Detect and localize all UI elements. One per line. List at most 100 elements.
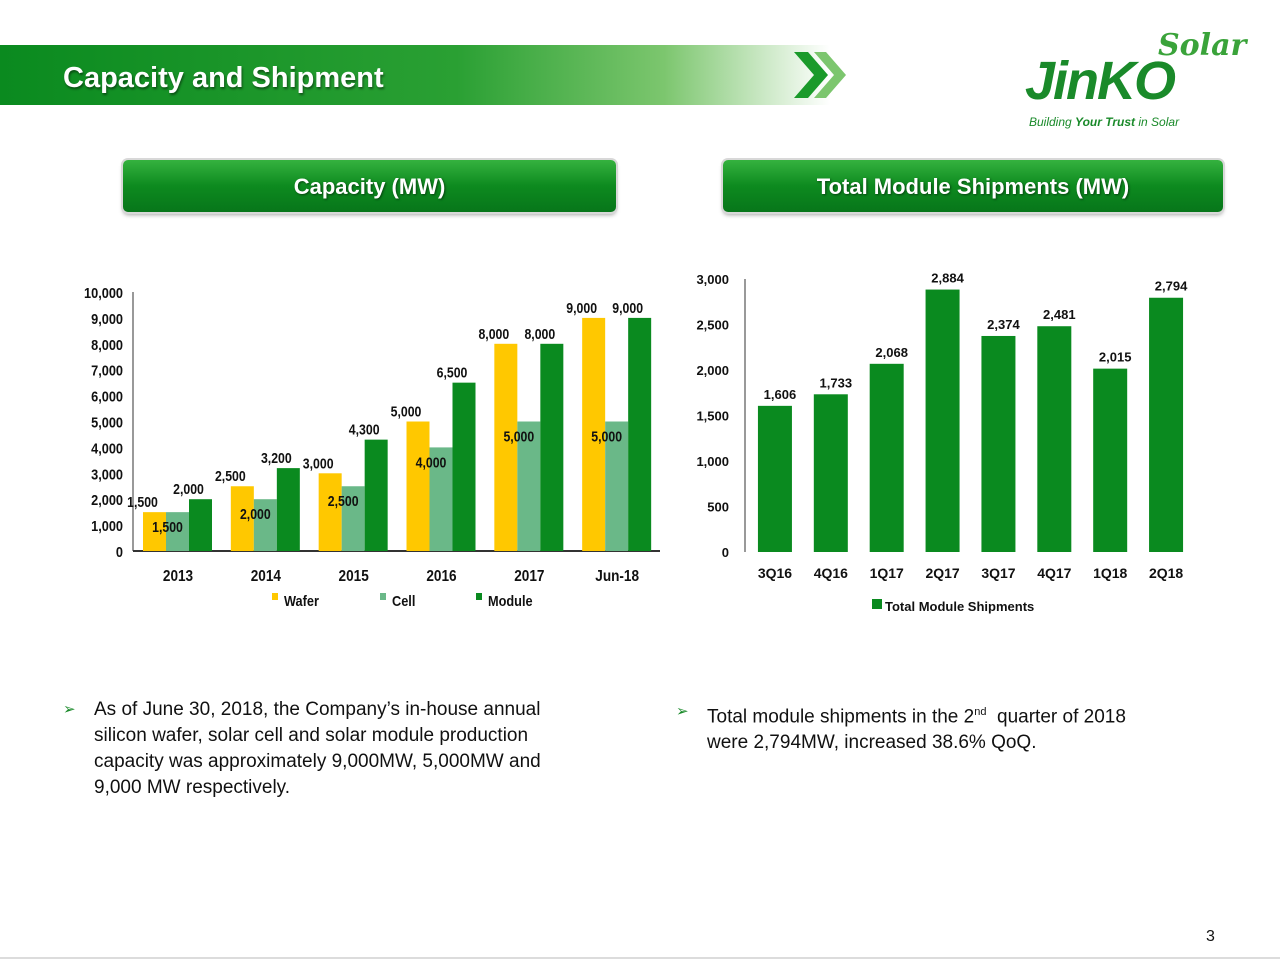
data-label: 1,606 (764, 387, 797, 402)
header-bar (0, 45, 830, 105)
data-label: 2,000 (173, 481, 204, 497)
data-label: 2,481 (1043, 307, 1076, 322)
y-tick-label: 1,000 (696, 454, 729, 469)
bar-cell (429, 447, 453, 551)
bar-cell (517, 421, 541, 551)
y-tick-label: 2,500 (696, 318, 729, 333)
x-tick-label: 2017 (514, 568, 544, 585)
x-tick-label: 1Q17 (870, 565, 904, 581)
data-label: 8,000 (524, 326, 555, 342)
data-label: 4,000 (416, 454, 447, 470)
bar-shipment (981, 335, 1016, 552)
bar-wafer (494, 343, 518, 551)
bar-cell (166, 512, 189, 551)
data-label: 9,000 (612, 300, 643, 316)
y-tick-label: 2,000 (91, 491, 123, 508)
bar-shipment (1093, 368, 1128, 552)
bar-shipment (813, 394, 848, 552)
data-label: 2,500 (328, 493, 359, 509)
data-label: 2,374 (987, 317, 1020, 332)
data-label: 2,068 (875, 345, 908, 360)
y-tick-label: 3,000 (91, 465, 123, 482)
x-tick-label: 3Q17 (981, 565, 1015, 581)
y-tick-label: 10,000 (84, 284, 123, 301)
y-tick-label: 500 (707, 500, 729, 515)
x-tick-label: 2016 (426, 568, 456, 585)
x-tick-label: 4Q16 (814, 565, 848, 581)
data-label: 5,000 (591, 428, 622, 444)
legend-label: Wafer (284, 592, 319, 609)
bottom-divider (0, 957, 1280, 959)
y-tick-label: 3,000 (696, 272, 729, 287)
bar-module (452, 382, 476, 551)
bar-shipment (1149, 297, 1184, 552)
x-tick-label: 2Q17 (925, 565, 959, 581)
data-label: 8,000 (478, 326, 509, 342)
x-tick-label: 2Q18 (1149, 565, 1183, 581)
data-label: 3,000 (303, 455, 334, 471)
bar-module (276, 468, 300, 551)
y-tick-label: 7,000 (91, 362, 123, 379)
y-tick-label: 2,000 (696, 363, 729, 378)
page-number: 3 (1206, 928, 1215, 945)
y-tick-label: 6,000 (91, 388, 123, 405)
legend-swatch (476, 593, 482, 600)
data-label: 2,794 (1155, 279, 1188, 294)
shipments-chart: 1,606 1,733 2,068 2,884 2,374 2,481 2,015 2,794… (696, 271, 1188, 614)
bar-shipment (869, 363, 904, 552)
bar-shipment (1037, 326, 1072, 552)
data-label: 1,733 (820, 375, 853, 390)
bar-module (628, 317, 652, 551)
data-label: 2,015 (1099, 350, 1132, 365)
bar-shipment (925, 289, 960, 552)
arrow-bullet-icon: ➢ (63, 701, 76, 718)
chevron-arrows-icon (794, 52, 846, 98)
x-tick-label: 2015 (339, 568, 369, 585)
data-label: 5,000 (503, 428, 534, 444)
arrow-bullet-icon: ➢ (676, 703, 689, 720)
data-label: 1,500 (152, 519, 183, 535)
shipments-bullet: ➢ Total module shipments in the 2nd quar… (676, 699, 1236, 759)
data-label: 1,500 (127, 494, 158, 510)
legend-label: Module (488, 592, 533, 609)
bar-wafer (318, 473, 342, 551)
y-tick-label: 4,000 (91, 439, 123, 456)
y-tick-label: 9,000 (91, 310, 123, 327)
x-tick-label: 2013 (163, 568, 193, 585)
bar-shipment (757, 405, 792, 552)
bar-module (540, 343, 564, 551)
legend-label: Total Module Shipments (885, 599, 1034, 614)
bar-wafer (230, 486, 254, 551)
logo-tagline: Building Your Trust in Solar (1029, 115, 1180, 129)
data-label: 6,500 (437, 365, 468, 381)
data-label: 3,200 (261, 450, 292, 466)
legend-swatch (272, 593, 278, 600)
legend-swatch (380, 593, 386, 600)
bar-wafer (406, 421, 430, 551)
bar-cell (605, 421, 629, 551)
legend-swatch (872, 599, 882, 609)
bar-cell (253, 499, 277, 551)
page-title: Capacity and Shipment (63, 62, 384, 94)
bar-wafer (143, 512, 166, 551)
x-tick-label: 1Q18 (1093, 565, 1127, 581)
data-label: 5,000 (391, 403, 422, 419)
logo-word: JinKO (1025, 51, 1176, 111)
shipments-bullet-text: Total module shipments in the 2nd quarte… (707, 706, 1126, 754)
y-tick-label: 1,500 (696, 409, 729, 424)
capacity-bullet: ➢ As of June 30, 2018, the Company’s in-… (63, 697, 643, 807)
data-label: 4,300 (349, 422, 380, 438)
capacity-bullet-text: As of June 30, 2018, the Company’s in-ho… (94, 699, 541, 798)
logo-script: Solar (1158, 28, 1247, 63)
y-tick-label: 1,000 (91, 517, 123, 534)
shipments-title-pill: Total Module Shipments (MW) (723, 160, 1223, 212)
data-label: 9,000 (566, 300, 597, 316)
data-label: 2,000 (240, 506, 271, 522)
y-tick-label: 0 (722, 545, 729, 560)
jinko-logo: Solar JinKO Building Your Trust in Solar (1020, 28, 1246, 138)
x-tick-label: 4Q17 (1037, 565, 1071, 581)
bar-cell (341, 486, 365, 551)
y-tick-label: 5,000 (91, 413, 123, 430)
bar-module (364, 439, 388, 551)
